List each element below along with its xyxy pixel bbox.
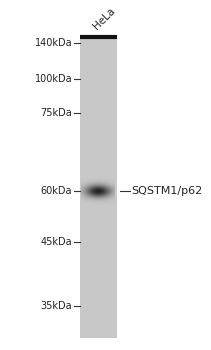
Text: HeLa: HeLa	[91, 6, 117, 31]
Text: 60kDa: 60kDa	[41, 186, 72, 196]
Bar	[80, 38, 117, 338]
Text: 140kDa: 140kDa	[34, 38, 72, 48]
Text: 45kDa: 45kDa	[41, 237, 72, 247]
Text: SQSTM1/p62: SQSTM1/p62	[132, 186, 203, 196]
Text: 35kDa: 35kDa	[41, 301, 72, 311]
Text: 100kDa: 100kDa	[34, 74, 72, 84]
Text: 75kDa: 75kDa	[40, 108, 72, 118]
